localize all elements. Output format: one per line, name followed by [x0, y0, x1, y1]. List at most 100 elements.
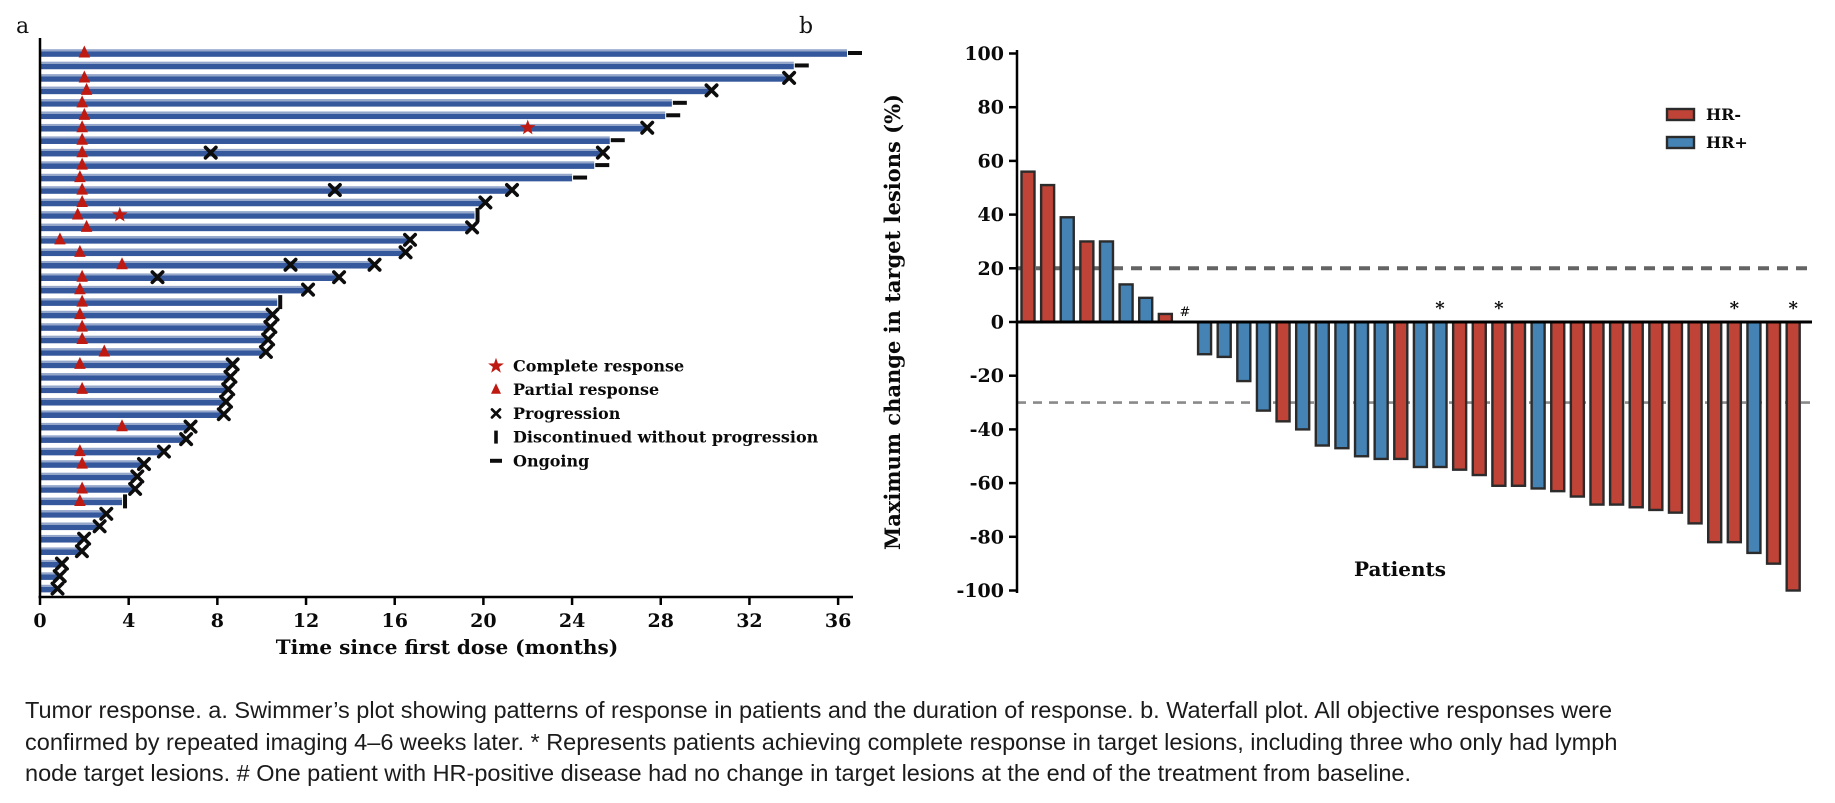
progression-icon [219, 394, 234, 409]
swimmer-bar [40, 447, 162, 456]
waterfall-bar-hr-neg [1491, 320, 1507, 487]
swimmer-bar [40, 86, 710, 95]
y-tick-label: -100 [956, 580, 1004, 602]
partial-response-icon [78, 70, 91, 83]
partial-response-icon [74, 307, 86, 320]
y-tick-label: 80 [978, 97, 1004, 119]
complete-response-asterisk: * [1730, 298, 1740, 319]
legend-label: Complete response [513, 357, 684, 376]
progression-icon [130, 469, 145, 484]
progression-icon [490, 408, 502, 419]
progression-icon [52, 569, 67, 584]
x-tick-label: 28 [648, 610, 674, 632]
partial-response-icon [74, 282, 86, 295]
legend-label: Progression [513, 404, 621, 423]
swimmer-bar [40, 285, 307, 294]
y-tick-label: 0 [991, 312, 1004, 334]
y-tick-label: 100 [964, 43, 1004, 65]
legend-label: Ongoing [513, 451, 589, 470]
progression-icon [465, 220, 480, 235]
partial-response-icon [74, 244, 86, 257]
partial-response-icon [76, 481, 88, 494]
waterfall-bar-hr-pos [1255, 320, 1272, 412]
legend-label: HR- [1706, 105, 1741, 124]
partial-response-icon [76, 120, 88, 133]
swimmer-bar [40, 559, 60, 568]
progression-icon [332, 270, 347, 285]
partial-response-icon [78, 107, 91, 120]
complete-response-asterisk: * [1788, 298, 1798, 319]
waterfall-bar-hr-neg [1648, 320, 1664, 512]
swimmer-bar [40, 298, 278, 306]
y-axis-title: Maximum change in target lesions (%) [880, 94, 905, 550]
swimmer-bar [40, 510, 105, 518]
partial-response-icon [74, 356, 86, 369]
waterfall-bar-hr-neg [1079, 240, 1095, 324]
complete-response-asterisk: * [1494, 298, 1504, 319]
partial-response-icon [76, 95, 88, 108]
partial-response-icon [98, 344, 111, 357]
swimmer-bar [40, 273, 338, 281]
x-tick-label: 32 [736, 610, 762, 632]
progression-icon [640, 120, 655, 135]
waterfall-bar-hr-pos [1353, 320, 1370, 458]
progression-icon [782, 70, 797, 85]
swimmer-bar [40, 385, 227, 394]
y-tick-label: -20 [970, 365, 1004, 387]
progression-icon [92, 519, 107, 534]
panel-b-label: b [799, 14, 814, 39]
swimmer-bar [40, 148, 601, 157]
caption-line-2: confirmed by repeated imaging 4–6 weeks … [25, 728, 1618, 755]
progression-icon [225, 357, 240, 372]
progression-icon [258, 344, 273, 359]
waterfall-bar-hr-pos [1294, 320, 1311, 431]
swimmer-bar [40, 74, 788, 82]
waterfall-bar-hr-pos [1314, 320, 1331, 447]
x-tick-label: 8 [211, 610, 224, 632]
waterfall-bar-hr-neg [1550, 320, 1566, 493]
partial-response-icon [76, 145, 88, 158]
partial-response-icon [76, 332, 88, 345]
progression-icon [221, 382, 236, 397]
waterfall-bar-hr-neg [1589, 320, 1605, 506]
progression-icon [595, 145, 610, 160]
waterfall-bar-hr-pos [1118, 283, 1134, 324]
progression-icon [505, 183, 520, 198]
partial-response-icon [76, 132, 88, 145]
swimmer-bar [40, 348, 264, 356]
figure-canvas: 0 4 8 12 16 20 24 28 32 36 Time since first dose (… [33, 38, 1812, 659]
partial-response-icon [80, 219, 93, 232]
waterfall-bar-hr-pos [1216, 320, 1232, 359]
caption-line-3: node target lesions. # One patient with … [25, 760, 1412, 786]
swimmer-bar [40, 223, 471, 232]
partial-response-icon [76, 319, 88, 332]
progression-icon [183, 419, 198, 434]
progression-icon [50, 581, 65, 596]
partial-response-icon [74, 444, 86, 457]
partial-response-icon [78, 45, 91, 58]
swimmer-bar [40, 335, 267, 344]
swimmer-bar [40, 323, 269, 331]
partial-response-icon [76, 381, 88, 394]
swimmer-bar [40, 310, 271, 319]
figure-caption: Tumor response. a. Swimmer’s plot showin… [25, 695, 1617, 790]
x-tick-label: 4 [122, 610, 135, 632]
x-axis-title: Patients [1354, 557, 1446, 581]
progression-icon [128, 481, 143, 496]
swimmer-bar [40, 99, 672, 107]
swimmer-bar [40, 435, 185, 443]
partial-response-icon [116, 419, 128, 432]
progression-icon [478, 195, 493, 210]
progression-icon [301, 282, 316, 297]
waterfall-bar-hr-neg [1765, 320, 1782, 565]
x-tick-label: 36 [825, 610, 851, 632]
waterfall-bar-hr-pos [1236, 320, 1252, 383]
waterfall-bar-hr-pos [1373, 320, 1389, 461]
waterfall-bar-hr-neg [1608, 320, 1625, 506]
panel-a-label: a [16, 14, 30, 39]
swimmer-bar [40, 360, 231, 369]
progression-icon [136, 457, 151, 472]
waterfall-bar-hr-neg [1471, 320, 1487, 477]
waterfall-bar-hr-pos [1196, 320, 1213, 356]
